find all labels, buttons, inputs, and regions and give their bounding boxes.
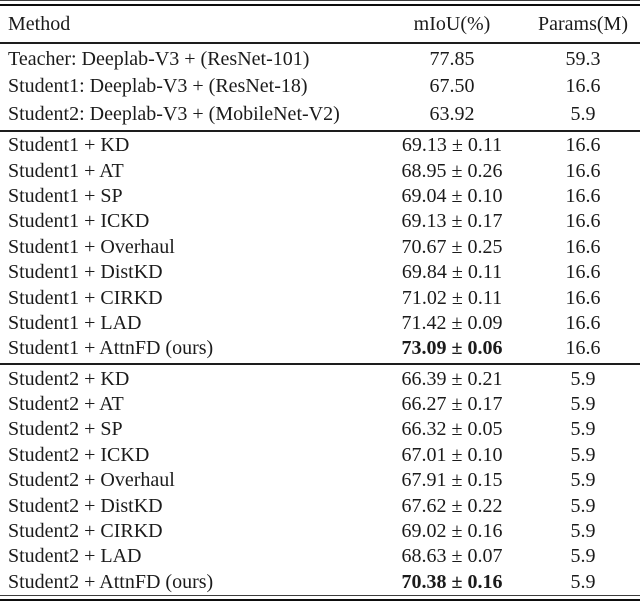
section-student1-distillation: Student1 + KD 69.13 ± 0.11 16.6 Student1 + … bbox=[0, 133, 640, 362]
miou-cell: 69.13 ± 0.17 bbox=[401, 210, 503, 233]
params-cell: 5.9 bbox=[570, 443, 596, 466]
params-cell: 5.9 bbox=[570, 418, 596, 441]
params-cell: 16.6 bbox=[565, 210, 601, 233]
table-row: Student2 + LAD 68.63 ± 0.07 5.9 bbox=[0, 544, 640, 569]
params-cell: 5.9 bbox=[570, 393, 596, 416]
table-row: Student1 + AttnFD (ours) 73.09 ± 0.06 16.6 bbox=[0, 336, 640, 361]
method-cell: Student1 + CIRKD bbox=[8, 286, 163, 309]
method-cell: Student2 + KD bbox=[8, 367, 130, 390]
table-row: Student2 + Overhaul 67.91 ± 0.15 5.9 bbox=[0, 468, 640, 493]
miou-cell: 67.50 bbox=[429, 75, 475, 98]
table-row: Student1 + DistKD 69.84 ± 0.11 16.6 bbox=[0, 260, 640, 285]
table-row: Student2 + CIRKD 69.02 ± 0.16 5.9 bbox=[0, 519, 640, 544]
params-cell: 5.9 bbox=[570, 367, 596, 390]
miou-cell: 67.91 ± 0.15 bbox=[401, 469, 503, 492]
miou-cell: 66.39 ± 0.21 bbox=[401, 367, 503, 390]
method-cell: Student2 + DistKD bbox=[8, 494, 163, 517]
miou-cell: 77.85 bbox=[429, 47, 475, 70]
method-cell: Student2 + AT bbox=[8, 393, 124, 416]
table-row: Student2 + AttnFD (ours) 70.38 ± 0.16 5.9 bbox=[0, 570, 640, 595]
table-row: Teacher: Deeplab-V3 + (ResNet-101) 77.85 5… bbox=[0, 46, 640, 74]
params-cell: 5.9 bbox=[570, 545, 596, 568]
section-baselines: Teacher: Deeplab-V3 + (ResNet-101) 77.85 5… bbox=[0, 46, 640, 129]
method-cell: Student2 + LAD bbox=[8, 545, 142, 568]
params-cell: 5.9 bbox=[570, 469, 596, 492]
table-row: Student1 + KD 69.13 ± 0.11 16.6 bbox=[0, 133, 640, 158]
column-header-miou: mIoU(%) bbox=[413, 12, 491, 35]
miou-cell: 67.62 ± 0.22 bbox=[401, 494, 503, 517]
table-header-row: Method mIoU(%) Params(M) bbox=[0, 6, 640, 41]
method-cell: Student1 + LAD bbox=[8, 311, 142, 334]
miou-cell: 63.92 bbox=[429, 102, 475, 125]
method-cell: Student1 + ICKD bbox=[8, 210, 150, 233]
section-divider-rule-1 bbox=[0, 129, 640, 132]
miou-cell: 68.95 ± 0.26 bbox=[401, 159, 503, 182]
miou-cell: 73.09 ± 0.06 bbox=[401, 337, 503, 360]
miou-cell: 69.04 ± 0.10 bbox=[401, 184, 503, 207]
params-cell: 16.6 bbox=[565, 286, 601, 309]
method-cell: Student1: Deeplab-V3 + (ResNet-18) bbox=[8, 75, 308, 98]
params-cell: 16.6 bbox=[565, 235, 601, 258]
section-student2-distillation: Student2 + KD 66.39 ± 0.21 5.9 Student2 + A… bbox=[0, 367, 640, 596]
miou-cell: 69.02 ± 0.16 bbox=[401, 520, 503, 543]
miou-cell: 71.02 ± 0.11 bbox=[401, 286, 503, 309]
miou-cell: 71.42 ± 0.09 bbox=[401, 311, 503, 334]
method-cell: Student1 + KD bbox=[8, 134, 130, 157]
params-cell: 16.6 bbox=[565, 311, 601, 334]
table-row: Student2 + ICKD 67.01 ± 0.10 5.9 bbox=[0, 443, 640, 468]
params-cell: 16.6 bbox=[565, 75, 601, 98]
params-cell: 16.6 bbox=[565, 134, 601, 157]
table-row: Student2 + KD 66.39 ± 0.21 5.9 bbox=[0, 367, 640, 392]
method-cell: Student1 + AT bbox=[8, 159, 124, 182]
table-bottom-rule bbox=[0, 595, 640, 601]
params-cell: 16.6 bbox=[565, 184, 601, 207]
table-row: Student1: Deeplab-V3 + (ResNet-18) 67.50 1… bbox=[0, 73, 640, 101]
method-cell: Student2 + CIRKD bbox=[8, 520, 163, 543]
params-cell: 16.6 bbox=[565, 337, 601, 360]
method-cell: Student2 + SP bbox=[8, 418, 123, 441]
params-cell: 5.9 bbox=[570, 570, 596, 593]
params-cell: 16.6 bbox=[565, 159, 601, 182]
method-cell: Student1 + DistKD bbox=[8, 261, 163, 284]
table-row: Student2 + SP 66.32 ± 0.05 5.9 bbox=[0, 417, 640, 442]
method-cell: Student1 + SP bbox=[8, 184, 123, 207]
miou-cell: 68.63 ± 0.07 bbox=[401, 545, 503, 568]
column-header-params: Params(M) bbox=[538, 12, 628, 35]
table-row: Student2 + AT 66.27 ± 0.17 5.9 bbox=[0, 392, 640, 417]
table-row: Student2 + DistKD 67.62 ± 0.22 5.9 bbox=[0, 493, 640, 518]
params-cell: 5.9 bbox=[570, 102, 596, 125]
params-cell: 16.6 bbox=[565, 261, 601, 284]
table-row: Student1 + Overhaul 70.67 ± 0.25 16.6 bbox=[0, 235, 640, 260]
table-row: Student2: Deeplab-V3 + (MobileNet-V2) 63.… bbox=[0, 101, 640, 129]
miou-cell: 70.38 ± 0.16 bbox=[401, 570, 503, 593]
params-cell: 5.9 bbox=[570, 494, 596, 517]
miou-cell: 66.27 ± 0.17 bbox=[401, 393, 503, 416]
params-cell: 59.3 bbox=[565, 47, 601, 70]
section-divider-rule-2 bbox=[0, 363, 640, 366]
miou-cell: 67.01 ± 0.10 bbox=[401, 443, 503, 466]
table-row: Student1 + CIRKD 71.02 ± 0.11 16.6 bbox=[0, 285, 640, 310]
miou-cell: 69.84 ± 0.11 bbox=[401, 261, 503, 284]
table-row: Student1 + SP 69.04 ± 0.10 16.6 bbox=[0, 184, 640, 209]
table-row: Student1 + AT 68.95 ± 0.26 16.6 bbox=[0, 158, 640, 183]
params-cell: 5.9 bbox=[570, 520, 596, 543]
method-cell: Student2 + AttnFD (ours) bbox=[8, 570, 214, 593]
column-header-method: Method bbox=[8, 12, 71, 35]
header-divider-rule bbox=[0, 42, 640, 44]
miou-cell: 70.67 ± 0.25 bbox=[401, 235, 503, 258]
miou-cell: 69.13 ± 0.11 bbox=[401, 134, 503, 157]
miou-cell: 66.32 ± 0.05 bbox=[401, 418, 503, 441]
table-row: Student1 + LAD 71.42 ± 0.09 16.6 bbox=[0, 311, 640, 336]
table-top-rule bbox=[0, 0, 640, 6]
method-cell: Student2: Deeplab-V3 + (MobileNet-V2) bbox=[8, 102, 340, 125]
method-cell: Teacher: Deeplab-V3 + (ResNet-101) bbox=[8, 47, 310, 70]
method-cell: Student1 + AttnFD (ours) bbox=[8, 337, 214, 360]
method-cell: Student1 + Overhaul bbox=[8, 235, 175, 258]
method-cell: Student2 + ICKD bbox=[8, 443, 150, 466]
method-cell: Student2 + Overhaul bbox=[8, 469, 175, 492]
table-row: Student1 + ICKD 69.13 ± 0.17 16.6 bbox=[0, 209, 640, 234]
